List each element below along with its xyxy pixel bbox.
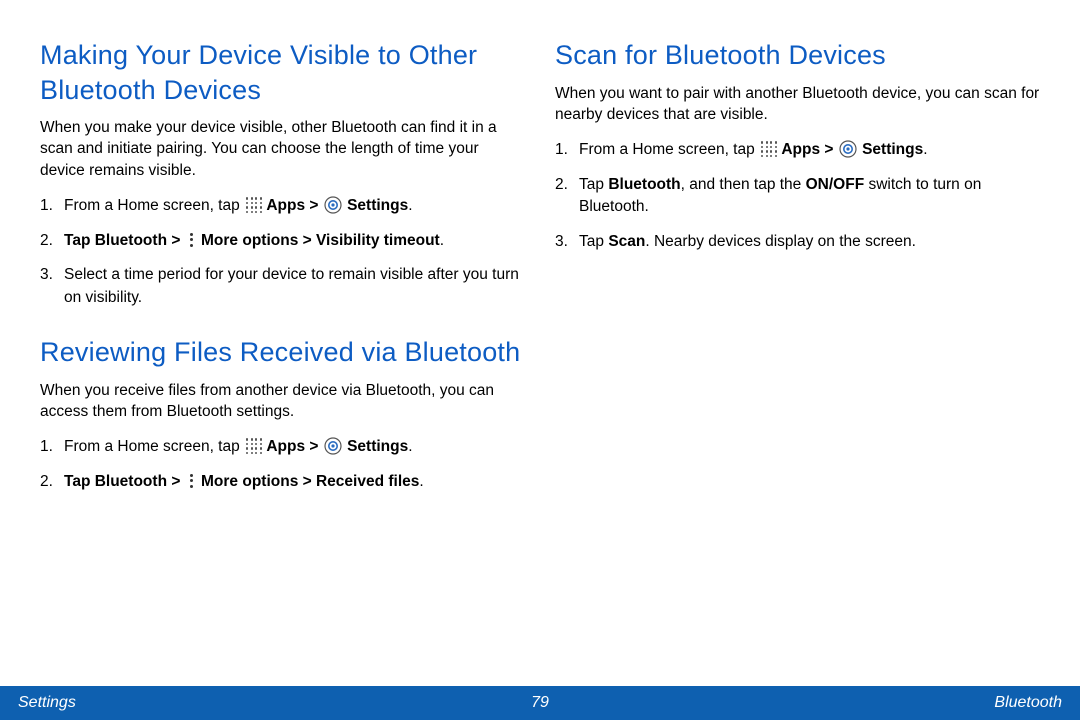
left-column: Making Your Device Visible to Other Blue… — [40, 38, 525, 720]
step: Tap Bluetooth > More options > Received … — [40, 471, 525, 493]
apps-icon — [760, 140, 776, 156]
apps-icon — [245, 196, 261, 212]
footer-right: Bluetooth — [549, 694, 1080, 712]
steps-visibility: From a Home screen, tap Apps > Settings.… — [40, 195, 525, 309]
step: From a Home screen, tap Apps > Settings. — [40, 195, 525, 217]
more-options-icon — [186, 232, 196, 248]
intro-scan: When you want to pair with another Bluet… — [555, 83, 1040, 126]
page-footer: Settings 79 Bluetooth — [0, 686, 1080, 720]
steps-received-files: From a Home screen, tap Apps > Settings.… — [40, 436, 525, 493]
settings-icon — [839, 140, 857, 158]
footer-page-number: 79 — [531, 694, 549, 712]
heading-visibility: Making Your Device Visible to Other Blue… — [40, 38, 525, 107]
footer-left: Settings — [0, 694, 531, 712]
heading-scan: Scan for Bluetooth Devices — [555, 38, 1040, 73]
right-column: Scan for Bluetooth Devices When you want… — [555, 38, 1040, 720]
step: Tap Bluetooth, and then tap the ON/OFF s… — [555, 174, 1040, 219]
settings-icon — [324, 437, 342, 455]
more-options-icon — [186, 473, 196, 489]
settings-icon — [324, 196, 342, 214]
intro-received-files: When you receive files from another devi… — [40, 380, 525, 423]
intro-visibility: When you make your device visible, other… — [40, 117, 525, 181]
apps-icon — [245, 437, 261, 453]
heading-received-files: Reviewing Files Received via Bluetooth — [40, 335, 525, 370]
step: Select a time period for your device to … — [40, 264, 525, 309]
step: Tap Bluetooth > More options > Visibilit… — [40, 230, 525, 252]
step: From a Home screen, tap Apps > Settings. — [40, 436, 525, 458]
steps-scan: From a Home screen, tap Apps > Settings.… — [555, 139, 1040, 253]
step: From a Home screen, tap Apps > Settings. — [555, 139, 1040, 161]
step: Tap Scan. Nearby devices display on the … — [555, 231, 1040, 253]
